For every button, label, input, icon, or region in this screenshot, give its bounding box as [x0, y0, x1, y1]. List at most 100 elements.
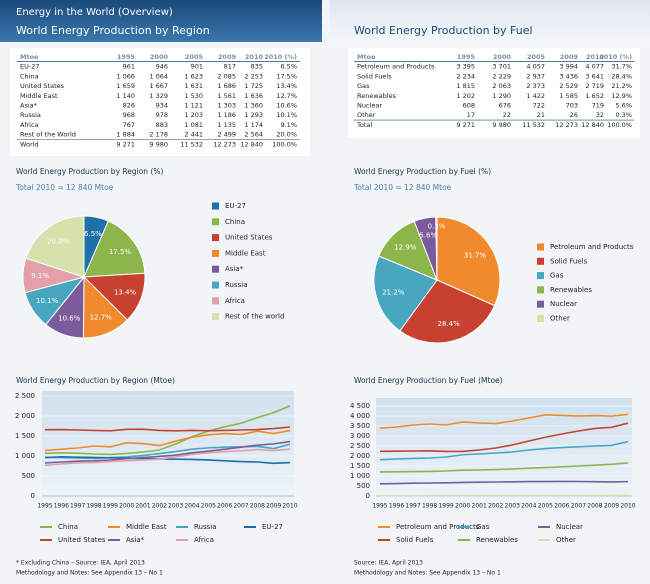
table-cell: 1 066 — [116, 72, 135, 80]
table-cell: 12.9% — [611, 92, 632, 100]
chart-title: World Energy Production by Region (%) — [16, 167, 163, 176]
table-cell: 2 499 — [217, 131, 236, 139]
table-cell: China — [20, 72, 39, 80]
x-tick-label: 2002 — [152, 503, 167, 510]
table-card — [10, 48, 310, 156]
table-header: Mtoe — [20, 53, 39, 61]
legend-label: Russia — [225, 281, 248, 289]
pie-slice — [399, 279, 496, 344]
legend-label: China — [58, 523, 78, 531]
table-cell: 2 178 — [149, 131, 168, 139]
table-cell: 12 840 — [581, 121, 604, 129]
table-cell: 1 064 — [149, 72, 168, 80]
table-header: 2000 — [150, 53, 169, 61]
series-line — [379, 462, 629, 473]
slice-label: 10.1% — [36, 297, 59, 305]
legend-swatch — [537, 257, 544, 265]
plot-panel — [376, 398, 632, 501]
slice-label: 28.4% — [438, 320, 461, 328]
legend-label: Renewables — [550, 286, 592, 294]
table-header: Mtoe — [357, 53, 376, 61]
table-cell: 4 057 — [526, 63, 545, 71]
table-cell: 12 840 — [240, 140, 263, 148]
table-cell: 3 994 — [559, 63, 578, 71]
legend-label: United States — [58, 536, 106, 544]
table-cell: 968 — [123, 111, 135, 119]
table-cell: 1 725 — [244, 82, 263, 90]
table-cell: 676 — [499, 102, 511, 110]
table-cell: 1 081 — [184, 121, 203, 129]
header-band — [0, 0, 322, 42]
series-line — [379, 440, 629, 461]
y-tick-label: 2 000 — [15, 412, 35, 420]
table-cell: 1 329 — [149, 92, 168, 100]
legend-label: Middle East — [126, 523, 167, 531]
table-cell: 1 585 — [559, 92, 578, 100]
legend-swatch — [537, 272, 544, 280]
x-tick-label: 2008 — [587, 503, 602, 510]
table-cell: 1 121 — [184, 102, 203, 110]
slice-label: 0.3% — [428, 222, 446, 230]
x-tick-label: 2006 — [554, 503, 569, 510]
table-cell: 9 980 — [149, 140, 168, 148]
table-cell: 11 532 — [180, 140, 203, 148]
x-tick-label: 1999 — [103, 503, 118, 510]
x-tick-label: 2010 — [282, 503, 297, 510]
x-tick-label: 1996 — [54, 503, 69, 510]
table-cell: 1 203 — [184, 111, 203, 119]
legend-label: Solid Fuels — [396, 536, 434, 544]
y-tick-label: 2 000 — [350, 452, 370, 460]
footnote: Methodology and Notes: See Appendix 13 –… — [16, 570, 163, 577]
table-cell: Solid Fuels — [357, 72, 392, 80]
x-tick-label: 1996 — [389, 503, 404, 510]
table-cell: 1 186 — [217, 111, 236, 119]
table-header: 2000 — [493, 53, 512, 61]
table-header: 2005 — [185, 53, 204, 61]
table-cell: 21 — [537, 111, 545, 119]
slice-label: 10.6% — [58, 314, 81, 322]
pie-slice — [25, 215, 85, 278]
table-cell: 946 — [156, 63, 168, 71]
section-title: Energy in the World (Overview) — [16, 7, 173, 18]
x-tick-label: 1999 — [438, 503, 453, 510]
table-header: 2010 — [586, 53, 605, 61]
table-cell: 1 360 — [244, 102, 263, 110]
table-cell: 17.5% — [276, 72, 297, 80]
legend-label: Asia* — [225, 265, 244, 273]
legend-swatch — [537, 286, 544, 294]
x-tick-label: 2001 — [472, 503, 487, 510]
table-cell: Gas — [357, 82, 370, 90]
table-cell: 2 234 — [456, 72, 475, 80]
table-cell: 2 441 — [184, 131, 203, 139]
table-cell: 32 — [596, 111, 604, 119]
x-tick-label: 2000 — [119, 503, 134, 510]
x-tick-label: 2005 — [201, 503, 216, 510]
table-card — [348, 48, 640, 138]
table-header: 2010 — [245, 53, 264, 61]
legend-swatch — [212, 281, 219, 289]
table-cell: 26 — [570, 111, 578, 119]
x-tick-label: 1997 — [405, 503, 420, 510]
x-tick-label: 2005 — [538, 503, 553, 510]
table-cell: Petroleum and Products — [357, 63, 435, 71]
table-cell: 826 — [123, 102, 135, 110]
table-cell: World — [20, 140, 39, 148]
legend-swatch — [212, 202, 219, 210]
x-tick-label: 1995 — [37, 503, 52, 510]
table-cell: Middle East — [20, 92, 58, 100]
x-tick-label: 2006 — [217, 503, 232, 510]
legend-swatch — [537, 315, 544, 322]
table-cell: 100.0% — [272, 140, 297, 148]
table-cell: Total — [356, 121, 372, 129]
table-cell: 13.4% — [276, 82, 297, 90]
y-tick-label: 500 — [357, 482, 370, 490]
table-cell: 817 — [224, 63, 236, 71]
legend-label: Gas — [476, 523, 490, 531]
table-cell: 1 293 — [244, 111, 263, 119]
table-cell: Russia — [20, 111, 41, 119]
slice-label: 21.2% — [382, 288, 405, 296]
table-cell: 3 701 — [492, 63, 511, 71]
x-tick-label: 2000 — [455, 503, 470, 510]
legend-label: Other — [556, 536, 576, 544]
table-cell: 1 135 — [217, 121, 236, 129]
